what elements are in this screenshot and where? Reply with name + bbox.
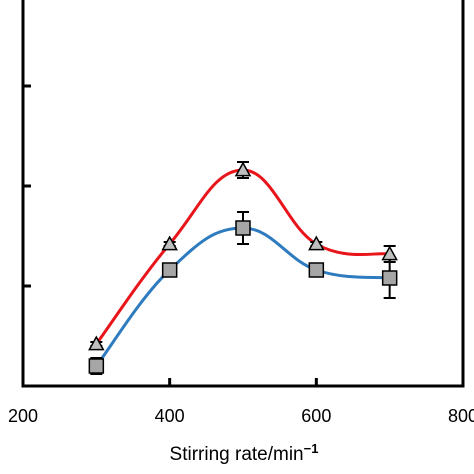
triangle-marker — [308, 235, 325, 251]
error-bars — [90, 161, 396, 375]
series-line-2 — [95, 226, 390, 367]
x-tick-label: 600 — [301, 406, 331, 426]
square-marker — [88, 358, 105, 374]
triangle-marker — [161, 235, 178, 251]
triangle-marker — [381, 245, 398, 261]
triangle-marker — [234, 161, 252, 177]
x-axis-title-superscript: −1 — [304, 441, 319, 456]
x-tick-label: 800 — [448, 406, 474, 426]
series-markers — [88, 161, 398, 374]
x-tick-label: 200 — [8, 406, 38, 426]
series-lines — [95, 168, 390, 367]
x-axis-title: Stirring rate/min−1 — [170, 441, 319, 465]
x-axis-ticks: 200 400 600 800 — [8, 378, 474, 426]
square-marker — [381, 270, 398, 286]
y-axis-ticks — [23, 84, 31, 388]
plot-frame — [21, 0, 465, 388]
x-tick-label: 400 — [155, 406, 185, 426]
series-line-1 — [95, 168, 390, 345]
square-marker — [235, 220, 251, 236]
square-marker — [161, 262, 178, 278]
square-marker — [308, 262, 325, 278]
triangle-marker — [88, 335, 105, 351]
